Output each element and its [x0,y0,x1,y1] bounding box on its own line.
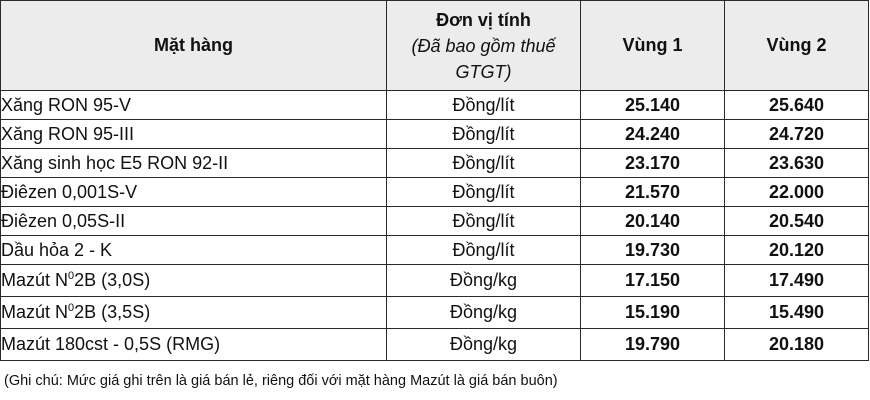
price-region-2: 20.180 [724,328,869,361]
header-region-1: Vùng 1 [580,0,725,91]
header-unit: Đơn vị tính (Đã bao gồm thuế GTGT) [386,0,581,91]
table-row: Mazút 180cst - 0,5S (RMG) Đồng/kg 19.790… [0,328,869,361]
product-unit: Đồng/lít [386,148,581,178]
price-region-2: 20.120 [724,235,869,265]
table-header-row: Mặt hàng Đơn vị tính (Đã bao gồm thuế GT… [0,0,869,91]
product-name: Điêzen 0,001S-V [0,177,387,207]
product-name: Mazút N02B (3,0S) [0,264,387,297]
price-region-2: 17.490 [724,264,869,297]
footnote: (Ghi chú: Mức giá ghi trên là giá bán lẻ… [4,373,558,389]
product-name: Xăng sinh học E5 RON 92-II [0,148,387,178]
product-unit: Đồng/kg [386,296,581,329]
price-region-2: 15.490 [724,296,869,329]
price-region-2: 20.540 [724,206,869,236]
header-unit-note: (Đã bao gồm thuế GTGT) [411,35,556,82]
fuel-price-table: Mặt hàng Đơn vị tính (Đã bao gồm thuế GT… [0,0,869,361]
price-region-1: 17.150 [580,264,725,297]
product-unit: Đồng/lít [386,90,581,120]
price-region-2: 25.640 [724,90,869,120]
header-region-2: Vùng 2 [724,0,869,91]
header-item: Mặt hàng [0,0,387,91]
product-name-suffix: 2B (3,0S) [74,270,151,290]
product-name-suffix: 2B (3,5S) [74,302,151,322]
product-unit: Đồng/lít [386,119,581,149]
price-region-1: 20.140 [580,206,725,236]
product-name: Xăng RON 95-III [0,119,387,149]
product-name-prefix: Mazút N [1,302,69,322]
price-region-1: 19.730 [580,235,725,265]
price-region-2: 24.720 [724,119,869,149]
price-region-1: 24.240 [580,119,725,149]
product-unit: Đồng/kg [386,264,581,297]
table-row: Mazút N02B (3,0S) Đồng/kg 17.150 17.490 [0,264,869,297]
price-region-1: 15.190 [580,296,725,329]
product-unit: Đồng/lít [386,235,581,265]
table-row: Xăng sinh học E5 RON 92-II Đồng/lít 23.1… [0,148,869,178]
product-name: Mazút N02B (3,5S) [0,296,387,329]
price-region-1: 25.140 [580,90,725,120]
table-row: Điêzen 0,05S-II Đồng/lít 20.140 20.540 [0,206,869,236]
product-name-superscript: 0 [68,270,75,282]
table-row: Điêzen 0,001S-V Đồng/lít 21.570 22.000 [0,177,869,207]
header-unit-title: Đơn vị tính [436,9,531,30]
product-unit: Đồng/kg [386,328,581,361]
price-region-2: 22.000 [724,177,869,207]
price-region-1: 19.790 [580,328,725,361]
price-region-1: 23.170 [580,148,725,178]
table-row: Xăng RON 95-III Đồng/lít 24.240 24.720 [0,119,869,149]
price-region-2: 23.630 [724,148,869,178]
table-row: Dầu hỏa 2 - K Đồng/lít 19.730 20.120 [0,235,869,265]
product-unit: Đồng/lít [386,177,581,207]
table-row: Xăng RON 95-V Đồng/lít 25.140 25.640 [0,90,869,120]
product-unit: Đồng/lít [386,206,581,236]
product-name: Mazút 180cst - 0,5S (RMG) [0,328,387,361]
product-name: Dầu hỏa 2 - K [0,235,387,265]
product-name: Điêzen 0,05S-II [0,206,387,236]
table-row: Mazút N02B (3,5S) Đồng/kg 15.190 15.490 [0,296,869,329]
price-region-1: 21.570 [580,177,725,207]
product-name-superscript: 0 [68,302,75,314]
product-name: Xăng RON 95-V [0,90,387,120]
product-name-prefix: Mazút N [1,270,69,290]
